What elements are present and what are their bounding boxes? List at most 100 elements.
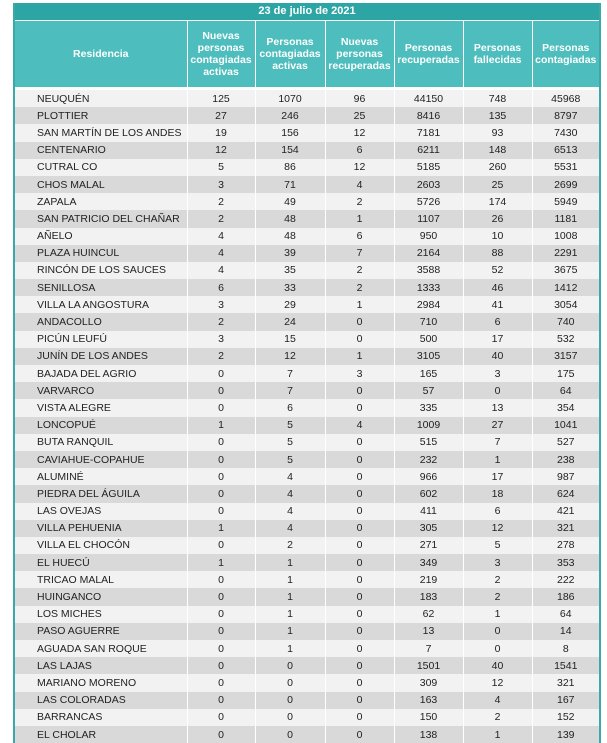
cell-nuevas-recuperadas: 0 bbox=[324, 399, 394, 417]
cell-nuevas-contagiadas-activas: 12 bbox=[186, 141, 255, 159]
cell-nuevas-recuperadas: 2 bbox=[324, 261, 394, 280]
cell-fallecidas: 1 bbox=[462, 725, 532, 743]
cell-recuperadas: 411 bbox=[393, 502, 463, 520]
cell-nuevas-contagiadas-activas: 0 bbox=[186, 365, 255, 383]
cell-residencia: ZAPALA bbox=[15, 193, 187, 211]
cell-nuevas-contagiadas-activas: 0 bbox=[186, 433, 255, 451]
cell-nuevas-recuperadas: 1 bbox=[324, 210, 394, 228]
cell-nuevas-recuperadas: 0 bbox=[324, 502, 394, 520]
cell-nuevas-contagiadas-activas: 0 bbox=[186, 399, 255, 417]
cell-contagiadas-activas: 7 bbox=[254, 382, 325, 400]
cell-fallecidas: 25 bbox=[462, 175, 532, 194]
cell-recuperadas: 150 bbox=[393, 708, 463, 726]
cell-contagiadas-activas: 0 bbox=[254, 708, 325, 726]
col-header-fallecidas: Personas fallecidas bbox=[462, 21, 532, 87]
cell-fallecidas: 6 bbox=[462, 313, 532, 331]
cell-nuevas-contagiadas-activas: 27 bbox=[186, 107, 255, 125]
cell-nuevas-recuperadas: 3 bbox=[324, 365, 394, 383]
cell-recuperadas: 3105 bbox=[393, 347, 463, 365]
cell-recuperadas: 1333 bbox=[393, 279, 463, 297]
cell-nuevas-recuperadas: 7 bbox=[324, 244, 394, 262]
cell-recuperadas: 349 bbox=[393, 554, 463, 572]
cell-residencia: CENTENARIO bbox=[15, 141, 187, 159]
cell-contagiadas: 2291 bbox=[531, 244, 599, 262]
cell-contagiadas-activas: 1 bbox=[254, 605, 325, 623]
table-row: VILLA LA ANGOSTURA 3 29 1 2984 41 3054 bbox=[15, 296, 599, 314]
cell-residencia: BAJADA DEL AGRIO bbox=[15, 365, 187, 383]
cell-nuevas-recuperadas: 1 bbox=[324, 347, 394, 365]
cell-nuevas-recuperadas: 0 bbox=[324, 313, 394, 331]
cell-contagiadas: 5531 bbox=[531, 158, 599, 176]
cell-residencia: EL HUECÚ bbox=[15, 554, 187, 572]
cell-recuperadas: 305 bbox=[393, 519, 463, 537]
cell-recuperadas: 57 bbox=[393, 382, 463, 400]
table-row: AGUADA SAN ROQUE 0 1 0 7 0 8 bbox=[15, 640, 599, 658]
table-row: ALUMINÉ 0 4 0 966 17 987 bbox=[15, 468, 599, 486]
table-row: VILLA EL CHOCÓN 0 2 0 271 5 278 bbox=[15, 536, 599, 555]
cell-fallecidas: 748 bbox=[462, 90, 532, 108]
cell-recuperadas: 7 bbox=[393, 640, 463, 658]
header-gap bbox=[15, 87, 599, 90]
cell-residencia: SENILLOSA bbox=[15, 279, 187, 297]
cell-nuevas-contagiadas-activas: 2 bbox=[186, 347, 255, 365]
cell-nuevas-contagiadas-activas: 0 bbox=[186, 450, 255, 469]
cell-fallecidas: 41 bbox=[462, 296, 532, 314]
cell-fallecidas: 5 bbox=[462, 536, 532, 555]
cell-contagiadas-activas: 0 bbox=[254, 657, 325, 675]
cell-contagiadas: 3157 bbox=[531, 347, 599, 365]
cell-fallecidas: 12 bbox=[462, 519, 532, 537]
cell-nuevas-contagiadas-activas: 0 bbox=[186, 708, 255, 726]
cell-nuevas-recuperadas: 0 bbox=[324, 485, 394, 503]
table-row: LONCOPUÉ 1 5 4 1009 27 1041 bbox=[15, 416, 599, 434]
cell-contagiadas-activas: 49 bbox=[254, 193, 325, 211]
table-row: RINCÓN DE LOS SAUCES 4 35 2 3588 52 3675 bbox=[15, 261, 599, 280]
cell-nuevas-recuperadas: 0 bbox=[324, 382, 394, 400]
cell-nuevas-contagiadas-activas: 1 bbox=[186, 519, 255, 537]
cell-fallecidas: 1 bbox=[462, 450, 532, 469]
cell-recuperadas: 309 bbox=[393, 674, 463, 692]
table-date-title: 23 de julio de 2021 bbox=[15, 3, 599, 21]
cell-contagiadas: 8 bbox=[531, 640, 599, 658]
cell-nuevas-contagiadas-activas: 0 bbox=[186, 382, 255, 400]
cell-contagiadas-activas: 4 bbox=[254, 485, 325, 503]
table-row: ZAPALA 2 49 2 5726 174 5949 bbox=[15, 193, 599, 211]
cell-recuperadas: 710 bbox=[393, 313, 463, 331]
cell-fallecidas: 40 bbox=[462, 347, 532, 365]
table-row: ANDACOLLO 2 24 0 710 6 740 bbox=[15, 313, 599, 331]
cell-residencia: SAN PATRICIO DEL CHAÑAR bbox=[15, 210, 187, 228]
cell-contagiadas-activas: 1 bbox=[254, 571, 325, 589]
cell-residencia: PASO AGUERRE bbox=[15, 622, 187, 640]
cell-fallecidas: 10 bbox=[462, 227, 532, 245]
cell-contagiadas: 1412 bbox=[531, 279, 599, 297]
cell-nuevas-recuperadas: 12 bbox=[324, 158, 394, 176]
cell-fallecidas: 2 bbox=[462, 708, 532, 726]
cell-recuperadas: 950 bbox=[393, 227, 463, 245]
cell-nuevas-recuperadas: 0 bbox=[324, 622, 394, 640]
cell-recuperadas: 515 bbox=[393, 433, 463, 451]
cell-fallecidas: 40 bbox=[462, 657, 532, 675]
cell-residencia: CHOS MALAL bbox=[15, 175, 187, 194]
cell-contagiadas: 222 bbox=[531, 571, 599, 589]
cell-residencia: BARRANCAS bbox=[15, 708, 187, 726]
cell-contagiadas: 740 bbox=[531, 313, 599, 331]
cell-residencia: LAS COLORADAS bbox=[15, 691, 187, 709]
cell-nuevas-recuperadas: 0 bbox=[324, 433, 394, 451]
cell-nuevas-recuperadas: 0 bbox=[324, 588, 394, 606]
cell-nuevas-contagiadas-activas: 0 bbox=[186, 640, 255, 658]
cell-fallecidas: 26 bbox=[462, 210, 532, 228]
cell-fallecidas: 4 bbox=[462, 691, 532, 709]
table-row: HUINGANCO 0 1 0 183 2 186 bbox=[15, 588, 599, 606]
cell-residencia: SAN MARTÍN DE LOS ANDES bbox=[15, 124, 187, 142]
cell-fallecidas: 18 bbox=[462, 485, 532, 503]
cell-contagiadas-activas: 0 bbox=[254, 691, 325, 709]
cell-contagiadas-activas: 1070 bbox=[254, 90, 325, 108]
cell-nuevas-recuperadas: 4 bbox=[324, 416, 394, 434]
cell-recuperadas: 165 bbox=[393, 365, 463, 383]
cell-contagiadas-activas: 48 bbox=[254, 227, 325, 245]
table-row: AÑELO 4 48 6 950 10 1008 bbox=[15, 227, 599, 245]
cell-contagiadas: 5949 bbox=[531, 193, 599, 211]
cell-residencia: HUINGANCO bbox=[15, 588, 187, 606]
cell-residencia: LOS MICHES bbox=[15, 605, 187, 623]
col-header-residencia: Residencia bbox=[15, 21, 187, 87]
cell-nuevas-recuperadas: 0 bbox=[324, 708, 394, 726]
